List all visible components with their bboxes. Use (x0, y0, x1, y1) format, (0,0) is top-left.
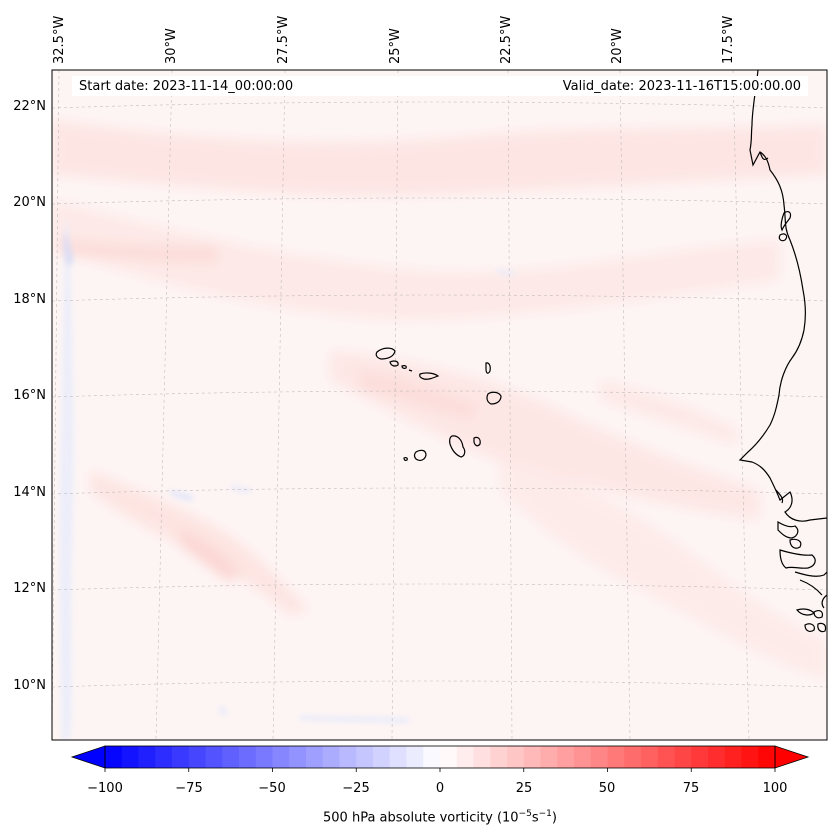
lat-label-12n: 12°N (13, 581, 46, 596)
colorbar-swatch (322, 746, 341, 768)
colorbar-swatch (188, 746, 207, 768)
colorbar-swatch (423, 746, 441, 768)
colorbar-swatch (138, 746, 156, 768)
colorbar-swatch (339, 746, 357, 768)
colorbar-extend-low (70, 745, 106, 769)
colorbar-swatch (607, 746, 625, 768)
lon-label-30w: 30°W (164, 28, 179, 64)
colorbar-label-unit: s (531, 810, 539, 826)
lat-label-16n: 16°N (13, 388, 46, 403)
colorbar-swatch (490, 746, 508, 768)
lon-label-17-5w: 17.5°W (721, 15, 736, 64)
colorbar-swatch (389, 746, 408, 768)
colorbar-swatch (590, 746, 609, 768)
lat-label-20n: 20°N (13, 195, 46, 210)
colorbar-extend-high (774, 745, 810, 769)
colorbar-tick-label: 75 (682, 781, 700, 796)
colorbar-swatch (557, 746, 575, 768)
colorbar-label: 500 hPa absolute vorticity (10−5s−1) (323, 809, 557, 825)
graticule (52, 70, 827, 740)
colorbar-label-close: ) (551, 810, 557, 826)
colorbar-swatch (641, 746, 659, 768)
colorbar-label-exponent: −5 (518, 809, 532, 819)
colorbar-tick-label: 50 (598, 781, 616, 796)
colorbar-swatch (523, 746, 542, 768)
map-frame (51, 69, 828, 741)
colorbar-swatch (624, 746, 642, 768)
colorbar-tick-label: −75 (175, 781, 203, 796)
colorbar-swatch (155, 746, 173, 768)
colorbar-swatch (205, 746, 223, 768)
lon-label-27-5w: 27.5°W (276, 15, 291, 64)
colorbar-swatch (239, 746, 257, 768)
colorbar-swatch (440, 746, 458, 768)
valid-date-label: Valid_date: 2023-11-16T15:00:00.00 (562, 79, 801, 94)
coastline (738, 70, 827, 633)
colorbar-tick-label: 100 (762, 781, 788, 796)
colorbar (70, 745, 810, 772)
colorbar-swatch (674, 746, 692, 768)
colorbar-swatch (657, 746, 676, 768)
colorbar-tick-label: −25 (342, 781, 370, 796)
colorbar-tick-label: 0 (435, 781, 445, 796)
start-date-label: Start date: 2023-11-14_00:00:00 (79, 79, 294, 94)
colorbar-swatch (574, 746, 592, 768)
colorbar-swatch (741, 746, 759, 768)
colorbar-swatch (373, 746, 391, 768)
cape-verde-islands (375, 347, 502, 461)
colorbar-swatch (272, 746, 290, 768)
colorbar-swatch (121, 746, 140, 768)
colorbar-swatch (507, 746, 525, 768)
colorbar-swatch (540, 746, 558, 768)
colorbar-swatch (172, 746, 190, 768)
lat-label-14n: 14°N (13, 485, 46, 500)
colorbar-swatch (222, 746, 240, 768)
colorbar-swatch (691, 746, 709, 768)
info-banner (72, 76, 808, 96)
lon-label-25w: 25°W (388, 28, 403, 64)
vorticity-field (52, 70, 827, 740)
colorbar-tick-label: −100 (87, 781, 123, 796)
lat-label-18n: 18°N (13, 292, 46, 307)
colorbar-swatch (406, 746, 424, 768)
lat-label-10n: 10°N (13, 678, 46, 693)
colorbar-label-exponent: −1 (538, 809, 552, 819)
lon-label-20w: 20°W (610, 28, 625, 64)
colorbar-swatch (473, 746, 491, 768)
colorbar-swatch (758, 746, 776, 768)
colorbar-swatch (356, 746, 374, 768)
colorbar-swatch (708, 746, 726, 768)
colorbar-swatch (724, 746, 743, 768)
colorbar-swatch (306, 746, 324, 768)
colorbar-tick-label: 25 (515, 781, 533, 796)
colorbar-swatch (456, 746, 475, 768)
colorbar-swatch (105, 746, 123, 768)
lon-label-32-5w: 32.5°W (52, 15, 67, 64)
colorbar-swatch (255, 746, 274, 768)
colorbar-label-text: 500 hPa absolute vorticity (10 (323, 810, 519, 826)
colorbar-swatch (289, 746, 307, 768)
lat-label-22n: 22°N (13, 99, 46, 114)
colorbar-tick-label: −50 (258, 781, 286, 796)
lon-label-22-5w: 22.5°W (499, 15, 514, 64)
